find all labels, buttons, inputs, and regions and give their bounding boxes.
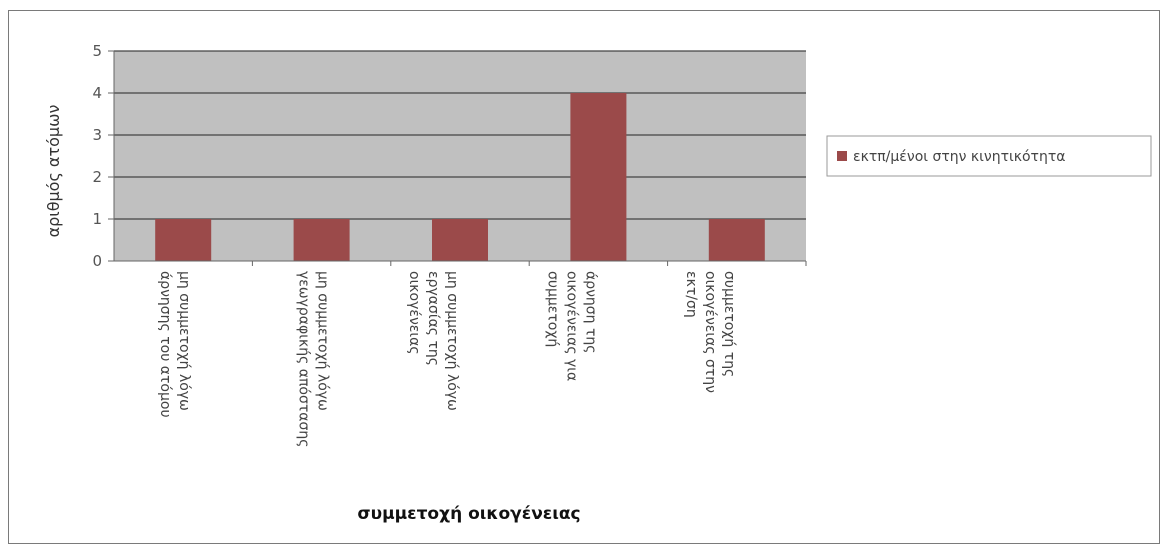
bar: [155, 219, 212, 261]
legend-label: εκτπ/μένοι στην κινητικότητα: [853, 149, 1066, 165]
legend-box: [826, 135, 1152, 177]
y-tick-label: 0: [92, 252, 102, 270]
x-category-label: μη συμμετοχή λόγωάρνησης του ατόμου: [157, 271, 192, 418]
y-tick-label: 4: [92, 84, 102, 102]
y-tick-label: 1: [92, 210, 102, 228]
bar-chart: 0 1 2 3 4 5 μη συμμετοχή λόγωάρνησης του ατόμ…: [44, 42, 1152, 524]
x-category-label: συμμετοχή τηςοικογένειας στηνεκτ/ση: [683, 271, 737, 393]
y-axis-title: αριθμός ατόμων: [44, 105, 63, 238]
x-category-label: άρνηση τηςοικογένειας γιασυμμετοχή: [544, 271, 598, 381]
x-category-labels: μη συμμετοχή λόγωάρνησης του ατόμου μη συ…: [157, 261, 807, 447]
legend: εκτπ/μένοι στην κινητικότητα: [826, 135, 1152, 177]
bar: [570, 93, 627, 261]
chart-frame: 0 1 2 3 4 5 μη συμμετοχή λόγωάρνησης του ατόμ…: [8, 10, 1160, 544]
x-axis-title: συμμετοχή οικογένειας: [357, 504, 580, 524]
y-tick-label: 3: [92, 126, 102, 144]
y-ticks: 0 1 2 3 4 5: [92, 42, 114, 270]
y-tick-label: 2: [92, 168, 102, 186]
bar: [293, 219, 350, 261]
gridlines: [114, 50, 806, 220]
bars: [155, 93, 765, 261]
legend-swatch: [837, 151, 847, 161]
y-tick-label: 5: [92, 42, 102, 60]
x-category-label: μη συμμετοχή λόγωεργασίας τηςοικογένειας: [406, 271, 460, 411]
x-category-label: μη συμμετοχή λόγωγεωγραφικής απόστασης: [296, 271, 331, 447]
bar: [708, 219, 765, 261]
bar: [432, 219, 488, 261]
